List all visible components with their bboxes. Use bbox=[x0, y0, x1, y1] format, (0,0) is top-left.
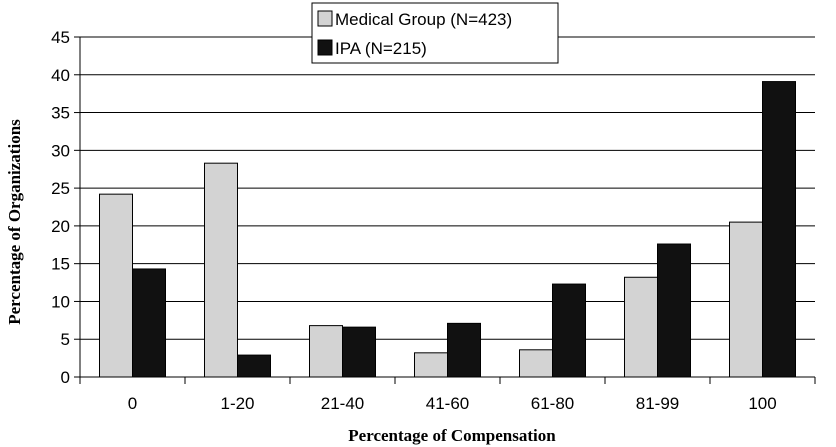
bar-medical-group-100 bbox=[729, 221, 763, 378]
gridlines bbox=[80, 36, 815, 340]
legend: Medical Group (N=423) IPA (N=215) bbox=[311, 2, 559, 64]
axes bbox=[74, 36, 816, 384]
x-tick-label: 1-20 bbox=[220, 394, 254, 413]
bar-ipa-1-20 bbox=[237, 354, 271, 378]
bar-ipa-41-60 bbox=[447, 322, 481, 378]
bar-ipa-0 bbox=[132, 268, 166, 378]
bar-medical-group-61-80 bbox=[519, 349, 553, 378]
legend-swatch-ipa bbox=[317, 39, 333, 56]
legend-label-medical-group: Medical Group (N=423) bbox=[335, 10, 512, 29]
y-axis-title: Percentage of Organizations bbox=[5, 119, 24, 325]
bar-medical-group-0 bbox=[99, 193, 133, 378]
x-tick-label: 21-40 bbox=[321, 394, 364, 413]
x-tick-label: 61-80 bbox=[531, 394, 574, 413]
x-tick-label: 81-99 bbox=[636, 394, 679, 413]
bar-medical-group-41-60 bbox=[414, 352, 448, 378]
y-tick-labels: 0 5 10 15 20 25 30 35 40 45 bbox=[51, 28, 70, 387]
bar-medical-group-21-40 bbox=[309, 325, 343, 378]
y-tick-label: 15 bbox=[51, 255, 70, 274]
y-tick-label: 45 bbox=[51, 28, 70, 47]
y-tick-label: 0 bbox=[61, 368, 70, 387]
y-tick-label: 25 bbox=[51, 179, 70, 198]
x-tick-label: 41-60 bbox=[426, 394, 469, 413]
bar-ipa-100 bbox=[762, 81, 796, 378]
bar-ipa-81-99 bbox=[657, 243, 691, 378]
bar-medical-group-81-99 bbox=[624, 276, 658, 378]
bar-medical-group-1-20 bbox=[204, 162, 238, 378]
y-tick-label: 30 bbox=[51, 141, 70, 160]
y-tick-label: 20 bbox=[51, 217, 70, 236]
legend-box bbox=[311, 2, 559, 64]
legend-label-ipa: IPA (N=215) bbox=[335, 39, 427, 58]
y-tick-label: 5 bbox=[61, 330, 70, 349]
x-tick-label: 0 bbox=[128, 394, 137, 413]
bar-ipa-61-80 bbox=[552, 283, 586, 378]
y-tick-label: 10 bbox=[51, 292, 70, 311]
bar-ipa-21-40 bbox=[342, 326, 376, 378]
y-tick-label: 40 bbox=[51, 66, 70, 85]
x-tick-labels: 0 1-20 21-40 41-60 61-80 81-99 100 bbox=[128, 394, 777, 413]
y-tick-label: 35 bbox=[51, 104, 70, 123]
bars bbox=[99, 81, 796, 378]
legend-swatch-medical-group bbox=[317, 10, 333, 27]
x-tick-label: 100 bbox=[748, 394, 776, 413]
x-axis-title: Percentage of Compensation bbox=[348, 426, 556, 445]
